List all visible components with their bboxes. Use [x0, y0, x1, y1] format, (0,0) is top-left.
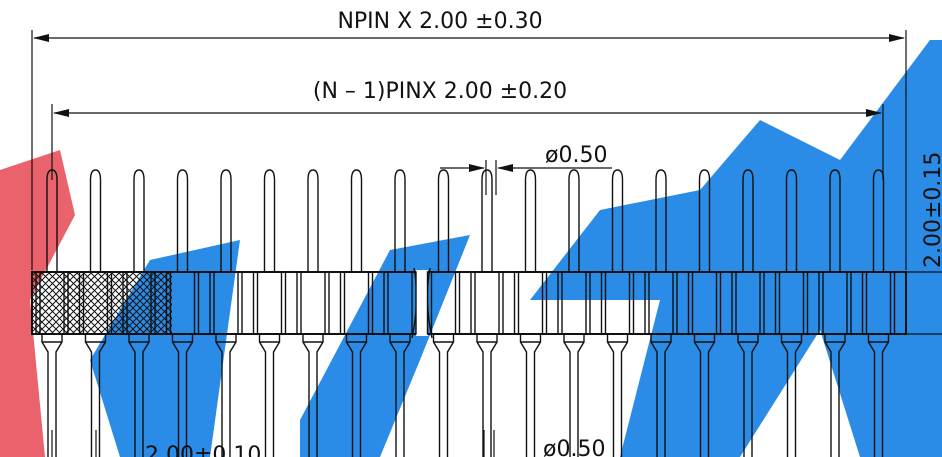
- pin-sleeve: [687, 271, 722, 335]
- lower-pin: [171, 334, 194, 457]
- upper-pin: [785, 169, 798, 272]
- pin-sleeve: [731, 271, 765, 335]
- upper-pin: [350, 169, 363, 272]
- upper-pin: [829, 169, 841, 272]
- lower-pin: [780, 334, 803, 457]
- pin-sleeve: [774, 271, 809, 335]
- pin-sleeve: [339, 271, 374, 335]
- upper-pin: [655, 169, 667, 272]
- upper-pin: [568, 169, 580, 272]
- pin-sleeve: [35, 271, 69, 335]
- upper-pin: [89, 169, 102, 272]
- pin-sleeve: [296, 271, 330, 335]
- lower-pin: [476, 334, 498, 457]
- pin-sleeve: [383, 271, 417, 335]
- lower-pin: [693, 334, 716, 457]
- lower-pin: [432, 334, 455, 457]
- lower-pin: [128, 334, 150, 457]
- pin-sleeve: [122, 271, 156, 335]
- pin-diameter-top-label: ø0.50: [545, 143, 607, 168]
- lower-pin: [345, 334, 368, 457]
- lower-pin: [519, 334, 542, 457]
- upper-pin: [176, 169, 189, 272]
- pin-sleeve: [252, 271, 287, 335]
- lower-pin: [563, 334, 585, 457]
- lower-pin: [867, 334, 890, 457]
- upper-pin: [220, 169, 232, 272]
- upper-pin: [481, 169, 493, 272]
- watermark-red-shape: [0, 150, 75, 457]
- upper-pin: [698, 169, 711, 272]
- pin-sleeve: [426, 271, 461, 335]
- upper-pins: [46, 169, 885, 272]
- pin-span-label: (N – 1)PINX 2.00 ±0.20: [313, 79, 567, 104]
- upper-pin: [133, 169, 145, 272]
- pin-sleeve: [470, 271, 504, 335]
- watermark-blue-right-shape: [530, 40, 942, 457]
- connector-outline: [31, 30, 942, 457]
- pin-sleeve: [600, 271, 635, 335]
- upper-pin: [394, 169, 406, 272]
- pin-sleeve: [818, 271, 852, 335]
- pin-sleeve: [165, 271, 200, 335]
- lower-pin: [84, 334, 107, 457]
- dimension-lines: [31, 30, 942, 457]
- pin-sleeve: [209, 271, 243, 335]
- lower-pin: [737, 334, 759, 457]
- watermark-blue-left-shape: [90, 240, 240, 457]
- lower-pin: [302, 334, 324, 457]
- pitch-label: 2.00±0.10: [145, 443, 261, 457]
- side-height-label: 2.00±0.15: [921, 152, 942, 268]
- watermark-blue-mid-shape: [300, 235, 470, 457]
- lower-pin: [258, 334, 281, 457]
- lower-pin: [650, 334, 672, 457]
- lower-pin: [606, 334, 629, 457]
- lower-pin: [215, 334, 237, 457]
- section-hatching: [32, 272, 172, 334]
- pin-sleeve: [861, 271, 896, 335]
- lower-pin: [389, 334, 411, 457]
- pin-diameter-bottom-label: ø0.50: [543, 437, 605, 457]
- connector-body: [31, 267, 907, 339]
- break-gap: [416, 270, 428, 336]
- lower-pin: [41, 334, 63, 457]
- upper-pin: [742, 169, 754, 272]
- pin-sleeve: [513, 271, 548, 335]
- upper-pin: [611, 169, 624, 272]
- upper-pin: [524, 169, 537, 272]
- overall-length-label: NPIN X 2.00 ±0.30: [337, 9, 542, 34]
- lower-pin: [824, 334, 846, 457]
- upper-pin: [263, 169, 276, 272]
- pin-sleeve: [78, 271, 113, 335]
- pin-sleeve: [644, 271, 678, 335]
- lower-pins: [41, 334, 890, 457]
- upper-pin: [437, 169, 450, 272]
- pin-sleeve: [557, 271, 591, 335]
- upper-pin: [307, 169, 319, 272]
